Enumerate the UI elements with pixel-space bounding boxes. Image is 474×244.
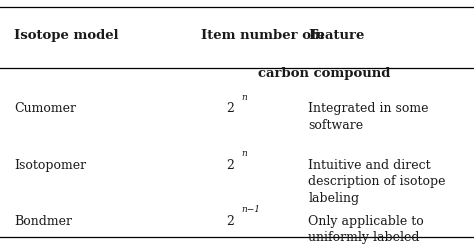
Text: n−1: n−1 xyxy=(242,205,261,214)
Text: Intuitive and direct
description of isotope
labeling: Intuitive and direct description of isot… xyxy=(308,159,446,205)
Text: Item number of: Item number of xyxy=(201,29,322,42)
Text: Bondmer: Bondmer xyxy=(14,215,72,228)
Text: Integrated in some
software: Integrated in some software xyxy=(308,102,428,132)
Text: Cumomer: Cumomer xyxy=(14,102,76,115)
Text: n: n xyxy=(242,149,247,158)
Text: 2: 2 xyxy=(226,215,234,228)
Text: 2: 2 xyxy=(226,102,234,115)
Text: 2: 2 xyxy=(226,159,234,172)
Text: n: n xyxy=(242,93,247,102)
Text: Feature: Feature xyxy=(308,29,365,42)
Text: carbon compound: carbon compound xyxy=(258,67,391,80)
Text: Isotopomer: Isotopomer xyxy=(14,159,86,172)
Text: n: n xyxy=(314,29,323,42)
Text: Isotope model: Isotope model xyxy=(14,29,119,42)
Text: Only applicable to
uniformly labeled
substrate: Only applicable to uniformly labeled sub… xyxy=(308,215,424,244)
